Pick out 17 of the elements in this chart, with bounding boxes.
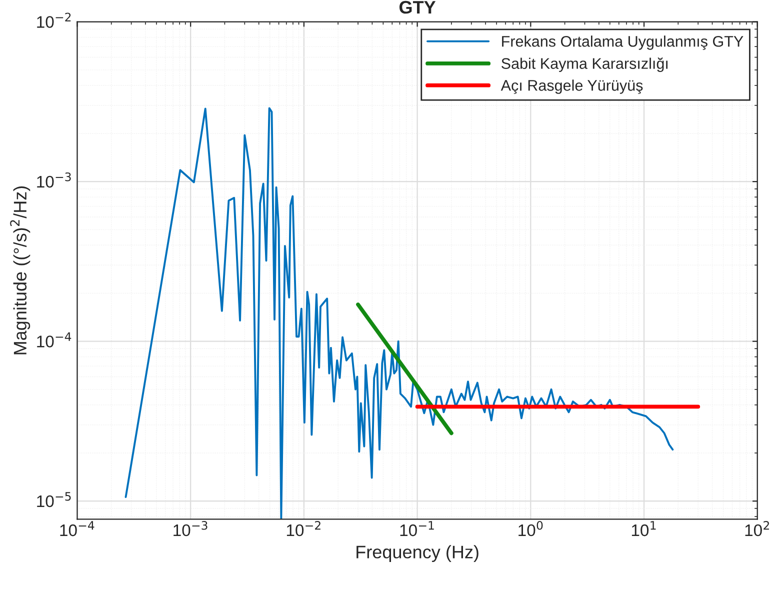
y-tick-label: 10$^{−2}$ [37, 12, 71, 28]
legend-label: Frekans Ortalama Uygulanmış GTY [502, 36, 744, 50]
x-axis-title: Frequency (Hz) [356, 545, 478, 562]
x-tick-label: 10$^{1}$ [632, 521, 656, 536]
x-tick-label: 10$^{−2}$ [286, 520, 320, 536]
y-tick-label: 10$^{−4}$ [37, 332, 72, 348]
y-axis-title: Magnitude ((°/s)$^{2}$/Hz) [10, 186, 30, 354]
y-tick-label: 10$^{−3}$ [37, 172, 71, 188]
x-tick-label: 10$^{−4}$ [60, 521, 94, 536]
x-tick-label: 10$^{−1}$ [400, 521, 434, 536]
chart-title: GTY [399, 0, 436, 14]
x-tick-label: 10$^{2}$ [745, 520, 769, 536]
x-tick-label: 10$^{−3}$ [174, 520, 208, 536]
legend-label: Açı Rasgele Yürüyüş [500, 80, 643, 94]
legend-label: Sabit Kayma Kararsızlığı [502, 58, 668, 72]
y-tick-label: 10$^{−5}$ [37, 492, 71, 508]
x-tick-label: 10$^{0}$ [518, 520, 543, 536]
